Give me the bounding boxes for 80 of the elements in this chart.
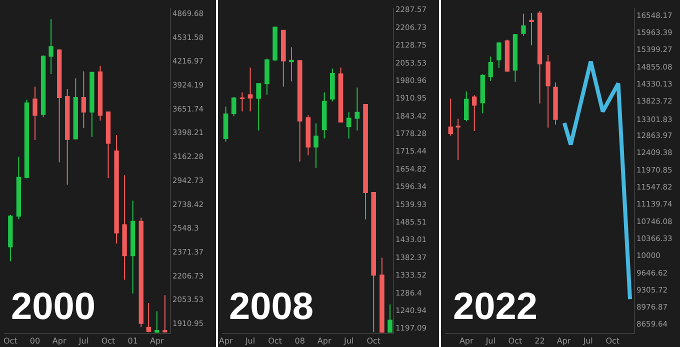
candlestick bbox=[464, 91, 469, 122]
candlestick bbox=[521, 13, 526, 36]
candlestick bbox=[264, 58, 270, 96]
candlestick bbox=[388, 304, 392, 333]
candlestick bbox=[162, 294, 168, 333]
candlestick bbox=[81, 70, 86, 129]
candlestick bbox=[256, 83, 262, 131]
candlestick bbox=[537, 10, 542, 104]
candlestick bbox=[480, 74, 485, 114]
candlestick bbox=[130, 200, 136, 294]
candlestick bbox=[380, 257, 384, 333]
candlestick bbox=[240, 92, 245, 112]
x-tick-label: Apr bbox=[556, 336, 572, 346]
candlestick bbox=[280, 30, 286, 88]
candlestick bbox=[73, 78, 78, 140]
candlestick bbox=[354, 87, 360, 131]
candlestick bbox=[40, 54, 46, 118]
candlestick bbox=[488, 56, 493, 82]
x-tick-label: Jul bbox=[582, 336, 593, 346]
candlestick bbox=[512, 33, 518, 82]
candlestick bbox=[289, 46, 294, 82]
candlestick bbox=[338, 67, 344, 124]
candlestick bbox=[496, 41, 502, 68]
candlestick bbox=[90, 72, 94, 138]
candlestick bbox=[57, 48, 62, 163]
candlestick bbox=[306, 114, 311, 156]
candlestick bbox=[154, 310, 160, 333]
annotation: 2008 bbox=[229, 286, 314, 328]
candlestick bbox=[122, 174, 127, 280]
candlestick bbox=[504, 39, 510, 72]
x-tick-label: Oct bbox=[606, 336, 620, 346]
x-tick-label: Apr bbox=[459, 336, 474, 346]
candlestick bbox=[65, 88, 70, 186]
candlestick bbox=[371, 192, 376, 333]
candlestick bbox=[231, 96, 236, 117]
candlestick bbox=[456, 118, 460, 161]
x-tick-label: 00 bbox=[30, 336, 40, 346]
x-tick-label: 22 bbox=[534, 336, 545, 346]
line-series bbox=[562, 59, 632, 302]
candlestick bbox=[48, 18, 54, 74]
candlestick bbox=[529, 12, 534, 46]
candlestick bbox=[330, 68, 335, 102]
x-tick-label: Jul bbox=[484, 336, 496, 346]
candlestick bbox=[32, 86, 38, 141]
x-tick-label: Apr bbox=[52, 336, 67, 346]
x-tick-label: 01 bbox=[128, 336, 138, 346]
x-tick-label: 08 bbox=[294, 336, 305, 346]
candlestick bbox=[248, 67, 253, 112]
x-tick-label: Apr bbox=[317, 336, 332, 346]
candlestick bbox=[146, 302, 151, 332]
x-tick-label: Oct bbox=[508, 336, 522, 346]
candlestick bbox=[223, 106, 228, 142]
candlestick bbox=[553, 82, 558, 125]
candlestick bbox=[24, 99, 30, 179]
x-tick-label: Apr bbox=[218, 336, 234, 346]
x-tick-label: Jul bbox=[343, 336, 354, 346]
x-tick-label: Oct bbox=[101, 336, 116, 346]
x-tick-label: Jul bbox=[244, 336, 256, 346]
candlestick bbox=[363, 104, 368, 220]
candlestick bbox=[272, 26, 278, 62]
candlestick bbox=[472, 94, 477, 132]
annotation: 2000 bbox=[11, 286, 96, 328]
candlestick bbox=[322, 92, 327, 139]
candlestick bbox=[448, 98, 453, 136]
candlestick bbox=[314, 122, 318, 168]
candlestick bbox=[98, 65, 103, 122]
candlestick bbox=[297, 60, 302, 162]
x-tick-label: Oct bbox=[4, 336, 18, 346]
x-tick-label: Oct bbox=[268, 336, 282, 346]
x-tick-label: Apr bbox=[150, 336, 165, 346]
candlestick bbox=[16, 156, 22, 220]
x-tick-label: Jul bbox=[78, 336, 88, 346]
candlestick bbox=[346, 112, 352, 139]
candlestick bbox=[546, 54, 550, 128]
candlestick bbox=[114, 134, 119, 244]
candlestick bbox=[138, 217, 144, 328]
candlestick bbox=[8, 214, 13, 262]
x-tick-label: Oct bbox=[366, 336, 381, 346]
candlestick bbox=[106, 111, 111, 179]
annotation: 2022 bbox=[453, 286, 538, 328]
